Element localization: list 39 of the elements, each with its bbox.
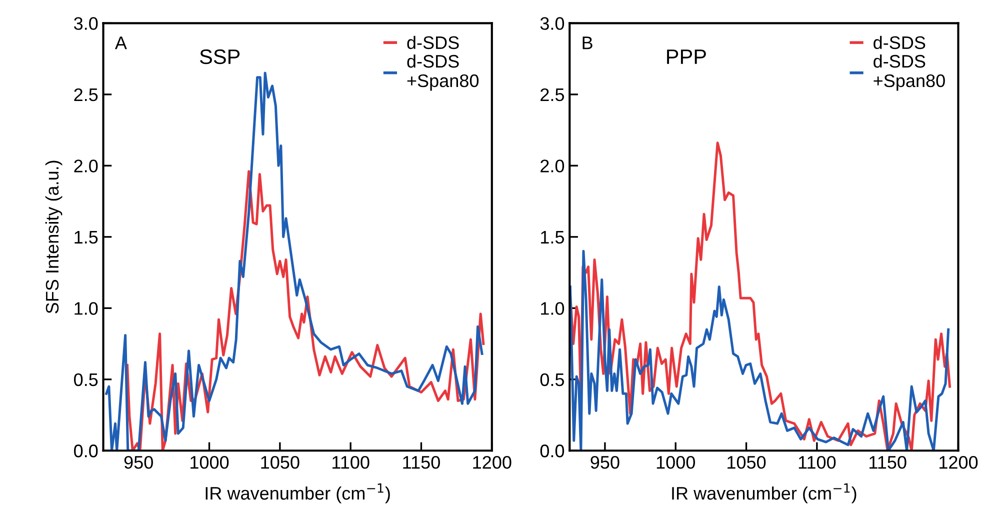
y-tick-label: 2.0 [74, 160, 98, 172]
y-tick-label: 3.0 [540, 17, 564, 30]
x-tick-label: 950 [590, 456, 620, 469]
line-series [570, 250, 950, 451]
x-tick-label: 1050 [261, 456, 300, 469]
y-axis-title: SFS Intensity (a.u.) [45, 160, 62, 314]
y-tick-label: 2.5 [74, 88, 98, 102]
x-tick-label: 1100 [332, 456, 370, 469]
y-tick-label: 0.5 [74, 373, 98, 386]
y-tick-label: 1.5 [541, 231, 564, 244]
x-tick-label: 1200 [940, 456, 978, 469]
x-axis-title: IR wavenumber (cm$^{−1}$) [206, 483, 390, 504]
line-series [105, 72, 484, 451]
annotation: B [582, 36, 592, 50]
y-tick-label: 0.0 [540, 444, 564, 458]
text: SSP [200, 49, 240, 64]
x-axis-title: IR wavenumber (cm$^{−1}$) [672, 483, 856, 504]
y-tick-label: 0.5 [540, 373, 564, 386]
text: PPP [667, 50, 706, 64]
x-tick-label: 950 [124, 456, 153, 469]
x-tick-label: 1050 [728, 456, 766, 469]
x-tick-label: 1100 [798, 456, 836, 469]
legend-label: d-SDS [407, 36, 459, 50]
legend-label: d-SDS [874, 36, 926, 50]
x-tick-label: 1200 [473, 456, 512, 469]
y-tick-label: 2.5 [540, 88, 564, 102]
x-tick-label: 1150 [870, 456, 906, 469]
legend-label: d-SDS +Span80 [407, 54, 479, 91]
y-tick-label: 2.0 [540, 160, 564, 172]
y-tick-label: 3.0 [74, 17, 98, 30]
x-tick-label: 1000 [656, 456, 695, 469]
x-tick-label: 1000 [190, 456, 229, 469]
annotation: A [114, 36, 127, 50]
y-tick-label: 1.0 [74, 302, 98, 315]
x-tick-label: 1150 [403, 456, 440, 469]
legend-label: d-SDS +Span80 [874, 54, 945, 91]
y-tick-label: 1.5 [74, 231, 98, 244]
y-tick-label: 0.0 [74, 444, 98, 458]
y-tick-label: 1.0 [541, 302, 564, 315]
